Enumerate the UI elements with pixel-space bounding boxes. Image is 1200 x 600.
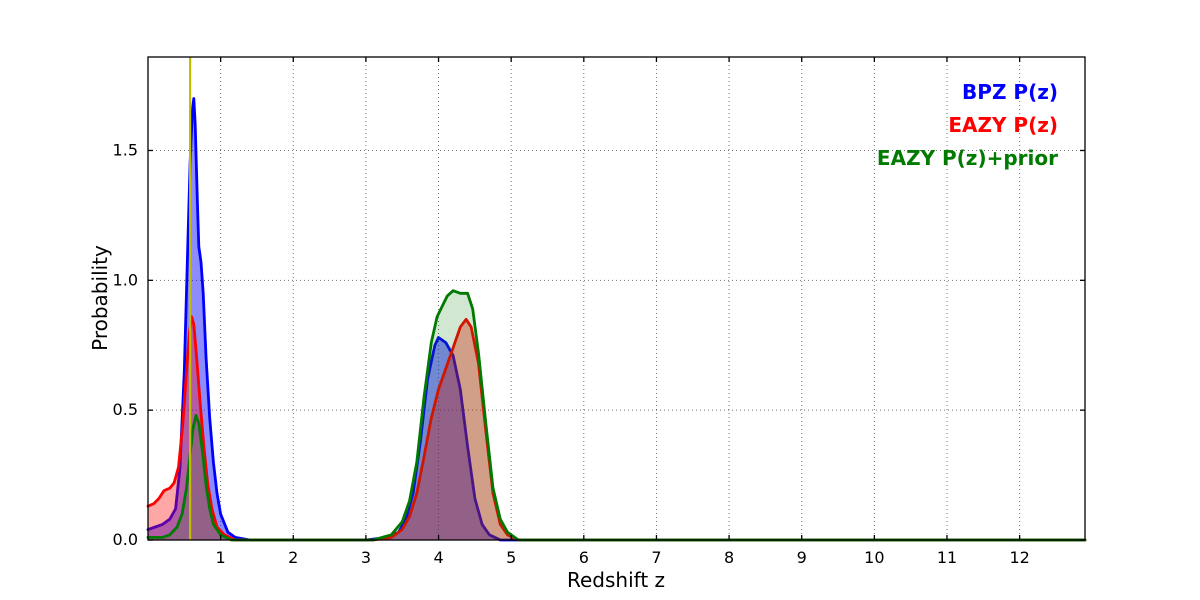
y-axis-label: Probability xyxy=(88,245,112,351)
series-line-1 xyxy=(146,315,1087,542)
legend: BPZ P(z) EAZY P(z) EAZY P(z)+prior xyxy=(877,76,1058,175)
y-tick-label: 0.0 xyxy=(113,530,138,549)
x-tick-label: 12 xyxy=(1009,548,1029,567)
x-tick-label: 4 xyxy=(433,548,443,567)
legend-item-eazy: EAZY P(z) xyxy=(948,113,1058,137)
x-tick-label: 11 xyxy=(937,548,957,567)
x-tick-label: 10 xyxy=(864,548,884,567)
series-fill-2 xyxy=(148,290,1085,540)
y-tick-label: 1.0 xyxy=(113,270,138,289)
series-line-2 xyxy=(146,289,1087,542)
x-tick-label: 7 xyxy=(651,548,661,567)
x-tick-label: 1 xyxy=(216,548,226,567)
y-tick-label: 0.5 xyxy=(113,400,138,419)
x-tick-label: 6 xyxy=(579,548,589,567)
axes-border xyxy=(147,56,1086,541)
x-axis-label: Redshift z xyxy=(566,568,666,592)
series-line-0 xyxy=(146,97,1087,542)
legend-item-eazy-prior: EAZY P(z)+prior xyxy=(876,146,1058,170)
series-fill-1 xyxy=(148,316,1085,540)
x-tick-label: 8 xyxy=(724,548,734,567)
x-tick-label: 5 xyxy=(506,548,516,567)
legend-item-bpz: BPZ P(z) xyxy=(962,80,1058,104)
x-tick-label: 9 xyxy=(797,548,807,567)
x-tick-label: 2 xyxy=(288,548,298,567)
x-tick-label: 3 xyxy=(361,548,371,567)
y-tick-label: 1.5 xyxy=(113,140,138,159)
